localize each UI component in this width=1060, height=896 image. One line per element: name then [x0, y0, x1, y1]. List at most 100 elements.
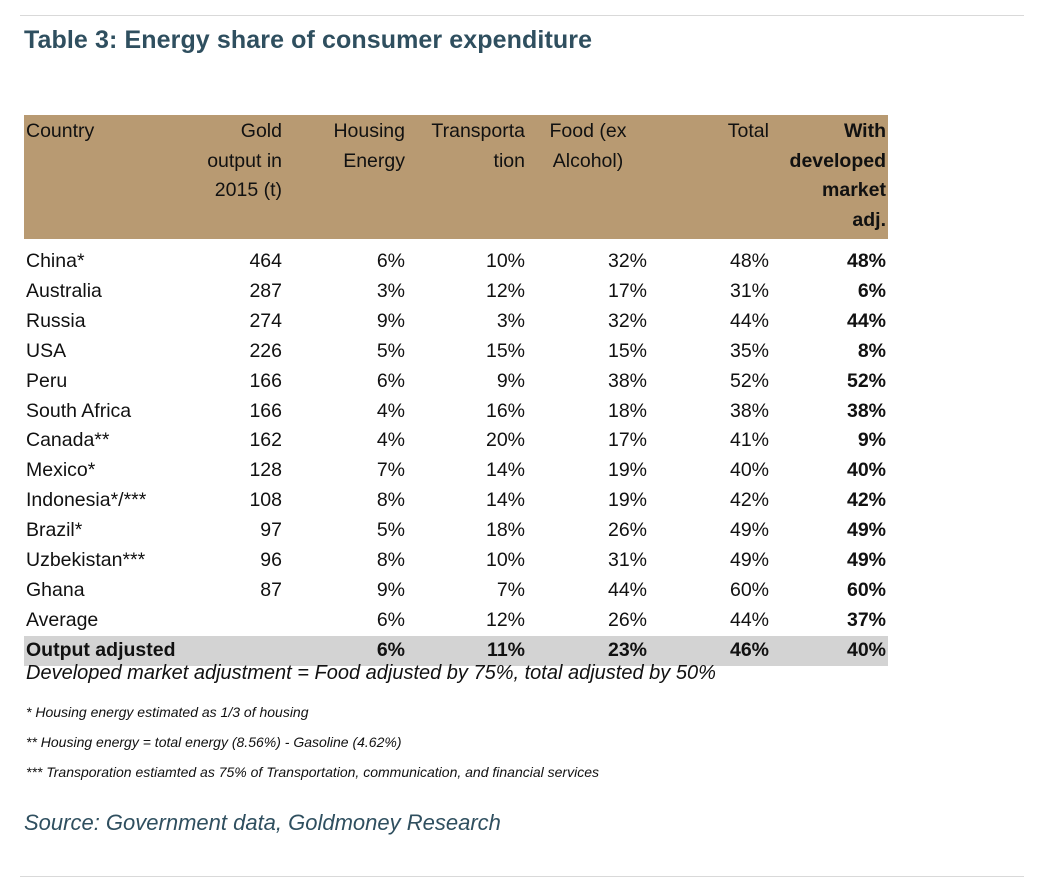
cell-transportation: 14% — [485, 459, 525, 482]
energy-share-table: Country Gold output in 2015 (t) Housing … — [24, 115, 888, 666]
cell-transportation: 20% — [485, 429, 525, 452]
output-adjusted-row: Output adjusted 6% 11% 23% 46% 40% — [24, 635, 888, 666]
cell-total: 48% — [729, 250, 769, 272]
table-header-row: Country Gold output in 2015 (t) Housing … — [24, 115, 888, 239]
cell-gold-output — [174, 606, 284, 636]
cell-country: USA — [26, 339, 67, 362]
table-title: Table 3: Energy share of consumer expend… — [24, 26, 593, 54]
cell-gold-output: 108 — [249, 489, 282, 512]
cell-transportation: 10% — [485, 250, 525, 272]
cell-food: 18% — [607, 399, 647, 422]
cell-food: 19% — [607, 489, 647, 512]
cell-country: Average — [26, 608, 99, 631]
table-row: China* 464 6% 10% 32% 48% 48% — [24, 239, 888, 277]
cell-total: 49% — [729, 549, 769, 572]
cell-total: 44% — [729, 608, 769, 631]
cell-developed-market-adj: 52% — [846, 369, 886, 392]
cell-transportation: 3% — [496, 309, 525, 332]
cell-gold-output: 97 — [260, 519, 282, 542]
cell-transportation: 12% — [485, 279, 525, 302]
cell-food: 26% — [607, 519, 647, 542]
cell-housing-energy: 4% — [376, 429, 405, 452]
cell-food: 23% — [607, 638, 647, 661]
cell-country: Russia — [26, 309, 86, 332]
cell-developed-market-adj: 49% — [846, 549, 886, 572]
cell-country: Ghana — [26, 578, 85, 601]
table-row: Brazil* 97 5% 18% 26% 49% 49% — [24, 516, 888, 546]
header-developed-market-adj: With developed market adj. — [789, 120, 886, 231]
table-row: Australia 287 3% 12% 17% 31% 6% — [24, 277, 888, 307]
cell-food: 17% — [607, 429, 647, 452]
cell-gold-output: 274 — [249, 309, 282, 332]
cell-food: 19% — [607, 459, 647, 482]
header-food: Food (ex Alcohol) — [549, 120, 627, 172]
cell-gold-output: 166 — [249, 399, 282, 422]
cell-food: 38% — [607, 369, 647, 392]
table-body: China* 464 6% 10% 32% 48% 48% Australia 287 3% 12%… — [24, 239, 888, 666]
cell-developed-market-adj: 40% — [846, 459, 886, 482]
cell-country: China* — [26, 250, 85, 272]
table-row: Peru 166 6% 9% 38% 52% 52% — [24, 367, 888, 397]
table-row: Ghana 87 9% 7% 44% 60% 60% — [24, 576, 888, 606]
cell-total: 35% — [729, 339, 769, 362]
cell-total: 41% — [729, 429, 769, 452]
cell-gold-output: 162 — [249, 429, 282, 452]
cell-housing-energy: 9% — [376, 309, 405, 332]
cell-country: Indonesia*/*** — [26, 489, 147, 512]
cell-transportation: 7% — [496, 578, 525, 601]
cell-food: 31% — [607, 549, 647, 572]
cell-transportation: 12% — [485, 608, 525, 631]
cell-transportation: 14% — [485, 489, 525, 512]
cell-gold-output: 96 — [260, 549, 282, 572]
cell-country: Canada** — [26, 429, 110, 452]
cell-food: 15% — [607, 339, 647, 362]
cell-housing-energy: 8% — [376, 489, 405, 512]
cell-housing-energy: 3% — [376, 279, 405, 302]
table-row: Uzbekistan*** 96 8% 10% 31% 49% 49% — [24, 546, 888, 576]
cell-food: 32% — [607, 250, 647, 272]
cell-total: 60% — [729, 578, 769, 601]
cell-country: Mexico* — [26, 459, 96, 482]
cell-gold-output: 128 — [249, 459, 282, 482]
cell-housing-energy: 9% — [376, 578, 405, 601]
bottom-divider — [20, 876, 1024, 877]
cell-developed-market-adj: 40% — [846, 638, 886, 661]
cell-housing-energy: 6% — [376, 369, 405, 392]
header-gold-output: Gold output in 2015 (t) — [207, 120, 282, 201]
cell-total: 31% — [729, 279, 769, 302]
header-housing-energy: Housing Energy — [333, 120, 405, 172]
header-transportation: Transporta tion — [431, 120, 525, 172]
cell-housing-energy: 6% — [376, 608, 405, 631]
header-total: Total — [727, 120, 769, 142]
cell-transportation: 18% — [485, 519, 525, 542]
cell-food: 32% — [607, 309, 647, 332]
cell-country: Output adjusted — [26, 638, 176, 661]
cell-country: South Africa — [26, 399, 132, 422]
cell-gold-output: 87 — [260, 578, 282, 601]
table-row: USA 226 5% 15% 15% 35% 8% — [24, 337, 888, 367]
cell-total: 42% — [729, 489, 769, 512]
cell-developed-market-adj: 9% — [857, 429, 886, 452]
cell-transportation: 16% — [485, 399, 525, 422]
table-row: Canada** 162 4% 20% 17% 41% 9% — [24, 426, 888, 456]
cell-gold-output: 166 — [249, 369, 282, 392]
cell-developed-market-adj: 37% — [846, 608, 886, 631]
cell-total: 44% — [729, 309, 769, 332]
cell-developed-market-adj: 49% — [846, 519, 886, 542]
cell-gold-output: 287 — [249, 279, 282, 302]
cell-food: 17% — [607, 279, 647, 302]
cell-transportation: 15% — [485, 339, 525, 362]
header-country: Country — [26, 120, 95, 142]
cell-total: 52% — [729, 369, 769, 392]
source-line: Source: Government data, Goldmoney Resea… — [24, 810, 501, 835]
cell-developed-market-adj: 60% — [846, 578, 886, 601]
cell-developed-market-adj: 38% — [846, 399, 886, 422]
cell-country: Brazil* — [26, 519, 83, 542]
cell-housing-energy: 5% — [376, 339, 405, 362]
table-row: Russia 274 9% 3% 32% 44% 44% — [24, 307, 888, 337]
cell-housing-energy: 6% — [376, 638, 405, 661]
cell-food: 26% — [607, 608, 647, 631]
cell-country: Uzbekistan*** — [26, 549, 146, 572]
footnote-1: * Housing energy estimated as 1/3 of hou… — [26, 704, 309, 720]
cell-developed-market-adj: 44% — [846, 309, 886, 332]
